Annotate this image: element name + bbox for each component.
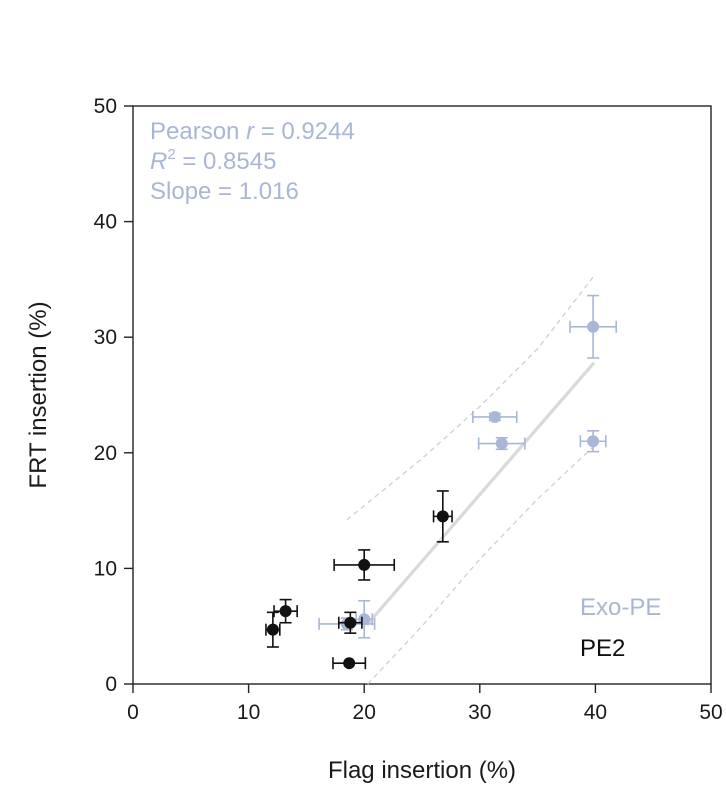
data-point	[587, 320, 600, 333]
data-point-group	[355, 599, 374, 639]
ci-lower-line	[367, 446, 594, 685]
x-tick-label: 30	[468, 701, 491, 724]
x-tick-label: 40	[584, 701, 607, 724]
data-point	[279, 605, 292, 618]
data-point-group	[569, 294, 618, 359]
r-squared-superscript: 2	[167, 146, 175, 163]
series-exo-pe	[318, 294, 618, 639]
x-tick-label: 50	[699, 701, 722, 724]
data-point-group	[332, 657, 367, 670]
data-point-group	[273, 598, 298, 624]
data-point	[358, 558, 371, 571]
ci-upper-line	[346, 276, 594, 521]
pearson-annotation: Pearson r = 0.9244	[150, 118, 355, 145]
y-tick-label: 0	[105, 673, 117, 696]
confidence-interval-layer	[346, 276, 594, 685]
y-tick-label: 20	[94, 442, 117, 465]
slope-annotation: Slope = 1.016	[150, 178, 299, 205]
data-point	[587, 435, 600, 448]
r-squared-letter: R	[150, 148, 167, 175]
data-point-group	[432, 490, 453, 543]
data-point-group	[579, 430, 607, 453]
plot-frame	[132, 105, 712, 685]
y-axis-ticks: 0 10 20 30 40 50	[94, 95, 133, 696]
y-tick-label: 10	[94, 557, 117, 580]
x-axis-title: Flag insertion (%)	[328, 757, 516, 784]
data-point	[495, 437, 508, 450]
r-squared-annotation: R2 = 0.8545	[150, 146, 276, 175]
r-squared-value: = 0.8545	[176, 148, 277, 175]
legend-label-exo-pe: Exo-PE	[580, 594, 661, 621]
y-axis-title: FRT insertion (%)	[25, 301, 52, 488]
data-point	[488, 410, 501, 423]
data-point	[343, 657, 356, 670]
data-point-group	[477, 436, 526, 451]
data-point-group	[333, 549, 396, 581]
data-point-group	[337, 611, 363, 634]
x-tick-label: 20	[353, 701, 376, 724]
pearson-r-symbol: r	[246, 118, 255, 145]
y-tick-label: 40	[94, 211, 117, 234]
legend: Exo-PE PE2	[580, 594, 661, 662]
x-axis-ticks: 0 10 20 30 40 50	[127, 684, 723, 724]
data-point	[266, 623, 279, 636]
regression-fit-layer	[366, 362, 595, 626]
data-point-group	[472, 410, 518, 423]
x-tick-label: 0	[127, 701, 139, 724]
y-tick-label: 30	[94, 326, 117, 349]
pearson-value: = 0.9244	[254, 118, 355, 145]
x-tick-label: 10	[237, 701, 260, 724]
stats-annotation: Pearson r = 0.9244 R2 = 0.8545 Slope = 1…	[150, 118, 355, 205]
regression-line	[366, 362, 595, 626]
y-tick-label: 50	[94, 95, 117, 118]
data-point	[436, 510, 449, 523]
series-pe2	[265, 490, 453, 670]
data-point	[344, 616, 357, 629]
legend-label-pe2: PE2	[580, 635, 625, 662]
data-point-group	[265, 611, 281, 648]
pearson-prefix: Pearson	[150, 118, 246, 145]
series-layer	[265, 294, 618, 670]
